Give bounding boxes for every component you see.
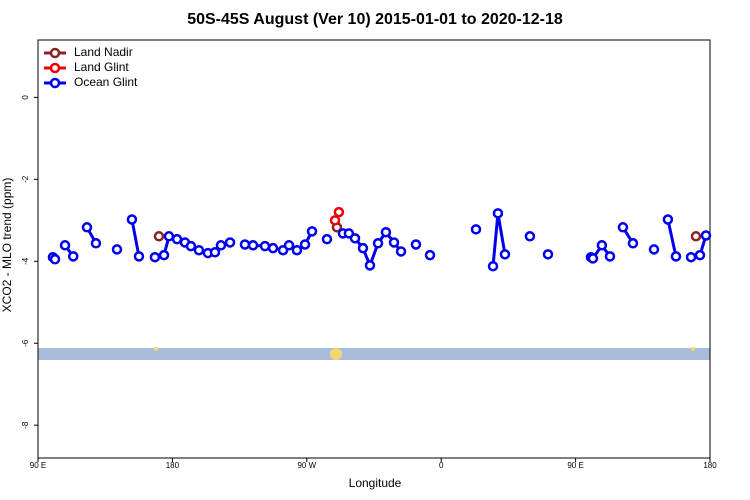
data-point (126, 214, 138, 225)
land-spot (154, 347, 158, 351)
data-point (90, 238, 102, 249)
data-point (380, 226, 392, 238)
data-point (329, 215, 341, 226)
land-spot (691, 347, 695, 351)
data-point (670, 251, 682, 262)
data-point (283, 240, 295, 251)
y-tick-label: -8 (21, 421, 30, 429)
data-point (158, 249, 170, 261)
y-axis-label: XCO2 - MLO trend (ppm) (0, 178, 14, 313)
data-point (395, 246, 407, 257)
data-point (685, 251, 697, 263)
legend-label: Land Glint (74, 60, 129, 74)
data-point (424, 249, 436, 261)
legend-label: Land Nadir (74, 45, 133, 59)
plot-frame (37, 39, 711, 459)
data-point (224, 237, 236, 248)
data-point (81, 222, 93, 233)
data-point (49, 253, 61, 265)
data-point (627, 238, 639, 249)
data-point (690, 231, 702, 242)
data-point (492, 208, 504, 219)
data-point (185, 240, 197, 252)
x-tick-label: 90 E (567, 461, 583, 470)
legend-marker (49, 62, 61, 74)
data-point (499, 249, 511, 260)
land-spot (330, 348, 342, 360)
data-point (291, 244, 303, 256)
ocean-band (38, 348, 710, 360)
y-tick-label: 0 (21, 95, 30, 100)
data-point (700, 230, 712, 241)
data-point (133, 251, 145, 262)
data-point (321, 233, 333, 245)
data-point (470, 224, 482, 235)
y-tick-label: -4 (21, 257, 30, 265)
y-tick-label: -6 (21, 339, 30, 347)
data-point (111, 244, 123, 255)
data-point (215, 240, 227, 251)
data-point (59, 240, 71, 251)
data-point (524, 231, 536, 242)
y-tick-label: -2 (21, 175, 30, 183)
x-tick-label: 90 W (297, 461, 316, 470)
x-tick-label: 180 (166, 461, 180, 470)
data-point (259, 240, 271, 252)
x-tick-label: 90 E (30, 461, 46, 470)
data-point (193, 244, 205, 256)
data-point (388, 237, 400, 248)
data-point (333, 206, 345, 218)
data-point (247, 240, 259, 251)
data-point (410, 239, 422, 250)
data-point (617, 222, 629, 233)
data-point (153, 231, 165, 242)
data-point (306, 226, 318, 237)
data-point (149, 251, 161, 263)
legend-label: Ocean Glint (74, 75, 138, 89)
data-point (239, 239, 251, 250)
data-point (542, 249, 554, 260)
x-tick-label: 0 (439, 461, 444, 470)
data-point (364, 260, 376, 271)
data-point (267, 242, 279, 254)
data-point (67, 251, 79, 262)
data-point (596, 240, 608, 251)
data-point (357, 242, 369, 254)
data-point (209, 247, 221, 258)
data-point (299, 239, 311, 250)
data-point (349, 233, 361, 244)
data-point (587, 253, 599, 264)
data-point (604, 251, 616, 262)
data-point (694, 249, 706, 261)
legend-marker (49, 77, 61, 89)
data-point (372, 238, 384, 249)
x-axis-label: Longitude (349, 476, 402, 490)
data-point (487, 260, 499, 272)
data-point (648, 244, 660, 255)
data-point (662, 214, 674, 225)
data-point (163, 231, 175, 242)
x-tick-label: 180 (703, 461, 717, 470)
chart-title: 50S-45S August (Ver 10) 2015-01-01 to 20… (187, 11, 563, 28)
legend-marker (49, 47, 61, 59)
